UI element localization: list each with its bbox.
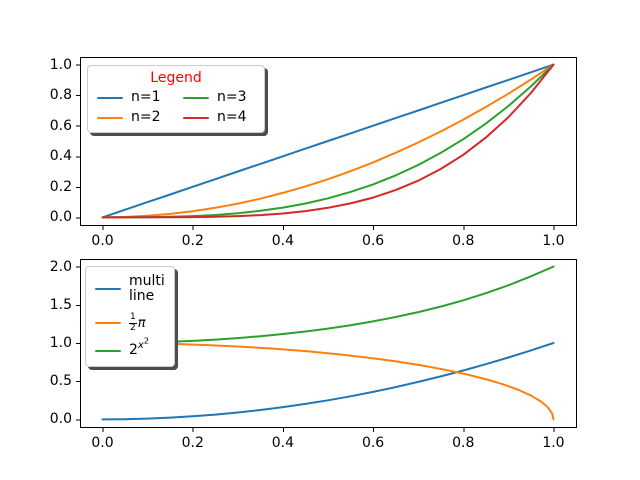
series-line-n-4 bbox=[101, 63, 555, 219]
y-tick-label: 2.0 bbox=[49, 258, 72, 275]
legend-entry-label: n=2 bbox=[131, 109, 161, 125]
y-tick-label: 0.0 bbox=[49, 209, 72, 226]
legend-line-sample-orange bbox=[95, 322, 121, 324]
y-tick-label: 0.4 bbox=[49, 148, 72, 165]
legend-entries-grid: n=1 n=2 n=3 n=4 bbox=[97, 89, 255, 126]
x-tick-label: 0.6 bbox=[361, 233, 385, 249]
x-tick-label: 0.2 bbox=[181, 435, 204, 451]
legend-title: Legend bbox=[150, 70, 202, 86]
axes-spines-subplot-1 bbox=[80, 57, 577, 226]
y-tick-label: 1.0 bbox=[49, 56, 72, 73]
fraction-one-half: 1 2 bbox=[129, 312, 137, 333]
legend-entry-label-half-pi: 1 2 π bbox=[129, 312, 146, 333]
legend-entry-n2: n=2 bbox=[97, 109, 169, 126]
legend-line-sample-red bbox=[183, 116, 209, 119]
legend-bottom: multi line 1 2 π 2x2 bbox=[85, 266, 175, 367]
x-tick-label: 0.8 bbox=[452, 435, 475, 451]
x-tick-label: 0.2 bbox=[181, 233, 204, 249]
legend-entry-label-multiline: multi line bbox=[129, 273, 165, 304]
legend-entry-label: n=3 bbox=[217, 89, 247, 105]
x-tick-label: 0.6 bbox=[361, 435, 385, 451]
x-tick-label: 0.8 bbox=[452, 233, 475, 249]
y-tick-label: 1.0 bbox=[49, 335, 72, 351]
x-tick-label: 0.4 bbox=[271, 233, 295, 249]
legend-line-sample-blue bbox=[95, 288, 121, 290]
series-line-n-2 bbox=[101, 63, 555, 219]
series-line-multi-line-x-2- bbox=[101, 342, 555, 421]
y-tick-label: 0.0 bbox=[49, 411, 72, 428]
x-tick-label: 0.0 bbox=[91, 435, 114, 451]
legend-entry-half-pi: 1 2 π bbox=[95, 312, 165, 333]
x-tick-label: 0.4 bbox=[271, 435, 295, 451]
y-tick-label: 0.8 bbox=[49, 87, 72, 104]
series-line-2-x-2- bbox=[101, 265, 555, 344]
series-line-n-1 bbox=[101, 63, 555, 219]
legend-entry-n4: n=4 bbox=[183, 109, 255, 126]
x-tick-label: 1.0 bbox=[542, 233, 565, 249]
y-tick-label: 0.6 bbox=[49, 117, 72, 134]
legend-top: Legend n=1 n=2 n=3 n=4 bbox=[87, 65, 265, 133]
y-tick-label: 1.5 bbox=[49, 296, 72, 313]
axes-spines-subplot-2 bbox=[80, 259, 577, 428]
series-line-half-pi-quarter-circle bbox=[101, 342, 555, 421]
x-tick-label: 0.0 bbox=[91, 233, 114, 249]
legend-entry-label: n=4 bbox=[217, 109, 247, 125]
legend-entry-label-power: 2x2 bbox=[129, 337, 149, 358]
legend-line-sample-blue bbox=[97, 96, 123, 99]
legend-entry-n3: n=3 bbox=[183, 89, 255, 106]
legend-line-sample-orange bbox=[97, 116, 123, 119]
legend-entry-label: n=1 bbox=[131, 89, 161, 105]
legend-entry-n1: n=1 bbox=[97, 89, 169, 106]
y-tick-label: 0.2 bbox=[49, 178, 72, 195]
pi-symbol: π bbox=[137, 315, 146, 331]
y-tick-label: 0.5 bbox=[49, 373, 72, 390]
legend-entry-multi-line: multi line bbox=[95, 274, 165, 304]
legend-line-sample-green bbox=[95, 349, 121, 352]
legend-entry-two-pow-x2: 2x2 bbox=[95, 337, 165, 359]
legend-line-sample-green bbox=[183, 96, 209, 99]
x-tick-label: 1.0 bbox=[542, 435, 565, 451]
